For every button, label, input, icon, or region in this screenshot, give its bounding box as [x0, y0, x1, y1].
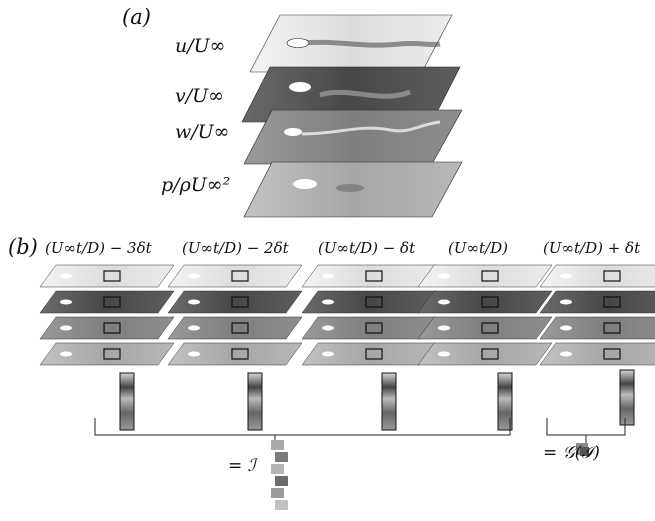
- snapshot-2-cylinder-p: [188, 351, 200, 357]
- snapshot-5-cylinder-p: [560, 351, 572, 357]
- snapshot-2-cylinder-u: [188, 273, 200, 279]
- snapshot-5-crop-box-u: [603, 270, 621, 282]
- snapshot-3-cylinder-p: [322, 351, 334, 357]
- snapshot-1-layer-p: [39, 342, 175, 366]
- panel-b-label: (b): [8, 235, 38, 259]
- input-result-label: = ℐ: [228, 456, 259, 476]
- snapshot-stacks: [39, 264, 655, 366]
- time-label-2: (U∞t/D) − 2δt: [182, 239, 290, 257]
- snapshot-5-layer-w: [539, 316, 655, 340]
- snapshot-5-crop-box-v: [603, 296, 621, 308]
- layer-p: p/ρU∞²: [161, 161, 463, 218]
- time-label-4: (U∞t/D): [448, 239, 508, 257]
- panel-a-label: (a): [122, 5, 151, 29]
- snapshot-2-layer-v: [167, 290, 303, 314]
- snapshot-4-layer-v: [417, 290, 553, 314]
- time-label-5: (U∞t/D) + δt: [543, 239, 641, 257]
- layer-u-label: u/U∞: [175, 35, 225, 57]
- snapshot-4-layer-u: [417, 264, 553, 288]
- snapshot-4-crop-box-v: [481, 296, 499, 308]
- snapshot-1-cylinder-u: [60, 273, 72, 279]
- snapshot-5-crop-box-w: [603, 322, 621, 334]
- snapshot-4-layer-w: [417, 316, 553, 340]
- snapshot-2-crop-box-v: [231, 296, 249, 308]
- snapshot-5-cylinder-u: [560, 273, 572, 279]
- snapshot-stack-5: [539, 264, 655, 366]
- panel-a: (a) u/U∞ v/U∞ w/U∞ p/ρU∞²: [122, 5, 463, 218]
- snapshot-2-crop-box-u: [231, 270, 249, 282]
- snapshot-3-crop-box-w: [365, 322, 383, 334]
- snapshot-2-layer-p: [167, 342, 303, 366]
- snapshot-4-crop-box-u: [481, 270, 499, 282]
- snapshot-2-layer-u: [167, 264, 303, 288]
- snapshot-3-cylinder-v: [322, 299, 334, 305]
- snapshot-4-crop-box-w: [481, 322, 499, 334]
- layer-v-label: v/U∞: [175, 85, 224, 107]
- output-icon: [576, 443, 589, 456]
- snapshot-stack-2: [167, 264, 303, 366]
- cropped-strip-2: [247, 372, 263, 431]
- snapshot-1-crop-box-w: [103, 322, 121, 334]
- cropped-strips: [119, 369, 635, 431]
- time-label-3: (U∞t/D) − δt: [318, 239, 416, 257]
- snapshot-4-crop-box-p: [481, 348, 499, 360]
- output-bracket: [546, 418, 626, 436]
- snapshot-5-layer-v: [539, 290, 655, 314]
- input-bracket: [94, 418, 511, 436]
- snapshot-4-cylinder-v: [438, 299, 450, 305]
- snapshot-2-crop-box-w: [231, 322, 249, 334]
- layer-u: u/U∞: [175, 14, 453, 73]
- snapshot-1-cylinder-p: [60, 351, 72, 357]
- snapshot-stack-3: [301, 264, 437, 366]
- snapshot-4-cylinder-w: [438, 325, 450, 331]
- snapshot-1-cylinder-v: [60, 299, 72, 305]
- snapshot-1-crop-box-u: [103, 270, 121, 282]
- snapshot-2-layer-w: [167, 316, 303, 340]
- snapshot-4-cylinder-u: [438, 273, 450, 279]
- snapshot-2-cylinder-w: [188, 325, 200, 331]
- snapshot-1-layer-v: [39, 290, 175, 314]
- snapshot-3-cylinder-u: [322, 273, 334, 279]
- snapshot-3-crop-box-u: [365, 270, 383, 282]
- cropped-strip-1: [119, 372, 135, 431]
- input-sequence-icon: [271, 440, 288, 510]
- snapshot-1-layer-w: [39, 316, 175, 340]
- snapshot-1-cylinder-w: [60, 325, 72, 331]
- layer-p-label: p/ρU∞²: [161, 174, 230, 196]
- snapshot-1-crop-box-p: [103, 348, 121, 360]
- layer-v: v/U∞: [175, 66, 461, 123]
- snapshot-5-layer-u: [539, 264, 655, 288]
- time-label-1: (U∞t/D) − 3δt: [45, 239, 153, 257]
- snapshot-4-layer-p: [417, 342, 553, 366]
- snapshot-stack-4: [417, 264, 553, 366]
- cropped-strip-5: [619, 369, 635, 426]
- snapshot-1-layer-u: [39, 264, 175, 288]
- layer-w-label: w/U∞: [175, 121, 230, 143]
- cropped-strip-4: [497, 372, 513, 431]
- output-result-label: = 𝒢(ℐ): [543, 443, 600, 463]
- snapshot-2-crop-box-p: [231, 348, 249, 360]
- layer-w: w/U∞: [175, 109, 463, 165]
- cropped-strip-3: [381, 372, 397, 431]
- snapshot-2-cylinder-v: [188, 299, 200, 305]
- snapshot-1-crop-box-v: [103, 296, 121, 308]
- panel-b: (b) (U∞t/D) − 3δt (U∞t/D) − 2δt (U∞t/D) …: [8, 235, 655, 510]
- snapshot-3-crop-box-p: [365, 348, 383, 360]
- snapshot-4-cylinder-p: [438, 351, 450, 357]
- snapshot-5-crop-box-p: [603, 348, 621, 360]
- snapshot-3-cylinder-w: [322, 325, 334, 331]
- snapshot-3-crop-box-v: [365, 296, 383, 308]
- snapshot-5-cylinder-w: [560, 325, 572, 331]
- snapshot-5-cylinder-v: [560, 299, 572, 305]
- snapshot-5-layer-p: [539, 342, 655, 366]
- snapshot-stack-1: [39, 264, 175, 366]
